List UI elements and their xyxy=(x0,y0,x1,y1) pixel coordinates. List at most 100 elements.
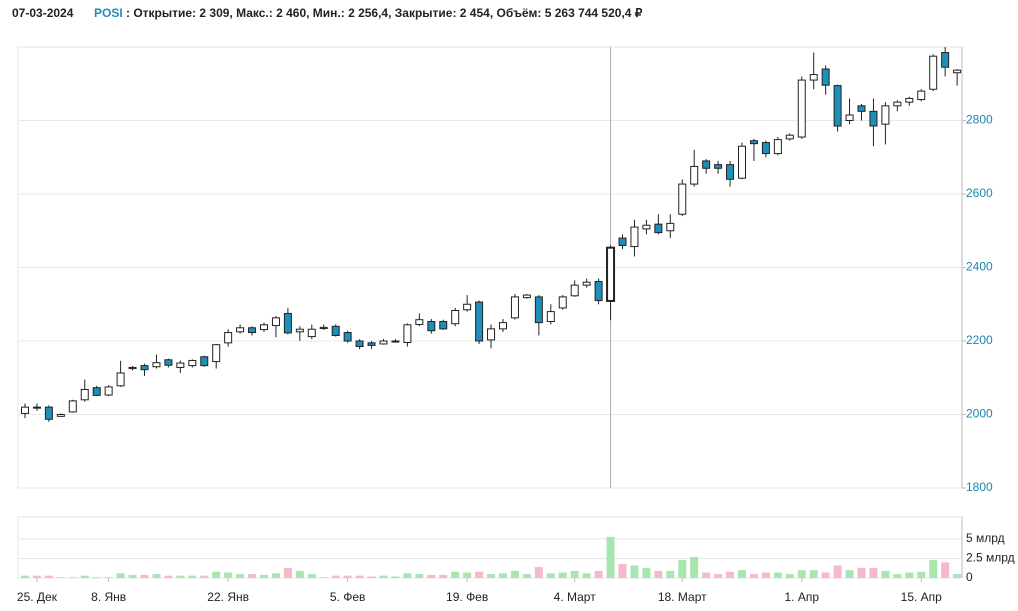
candle-body xyxy=(917,90,926,101)
volume-bar xyxy=(881,570,890,578)
volume-bar xyxy=(295,570,304,578)
volume-bar xyxy=(534,567,543,578)
volume-bar xyxy=(355,575,364,578)
x-tick-label: 5. Фев xyxy=(330,590,366,604)
volume-bar xyxy=(21,575,29,578)
volume-bar xyxy=(785,574,794,578)
x-tick-label: 22. Янв xyxy=(207,590,249,604)
volume-bar xyxy=(678,560,687,578)
y-tick-label: 1800 xyxy=(966,480,993,494)
volume-bar xyxy=(917,571,926,578)
volume-bar xyxy=(283,567,292,578)
candle-body xyxy=(726,164,735,180)
volume-bar xyxy=(522,574,531,578)
candle-body xyxy=(152,362,161,368)
date: 07-03-2024 xyxy=(12,6,74,20)
candle-body xyxy=(510,296,519,319)
volume-bar xyxy=(80,575,89,578)
volume-bar xyxy=(738,570,746,578)
candle-body xyxy=(283,312,292,334)
volume-bar xyxy=(463,572,472,578)
volume-bar xyxy=(773,572,782,578)
candle-body xyxy=(44,406,53,420)
volume-panel xyxy=(17,516,963,579)
candle-body xyxy=(224,332,233,344)
volume-bar xyxy=(68,577,77,578)
volume-bar xyxy=(809,570,818,578)
candle-body xyxy=(761,142,770,155)
volume-bar xyxy=(941,562,950,578)
volume-bar xyxy=(176,575,185,578)
candle-body xyxy=(499,322,507,330)
volume-tick-label: 2.5 млрд xyxy=(966,551,1015,565)
x-tick-label: 8. Янв xyxy=(91,590,126,604)
candle-body xyxy=(80,389,89,401)
candle-body xyxy=(92,387,101,396)
volume-bar xyxy=(104,577,113,578)
volume-bar xyxy=(702,572,711,578)
volume-bar xyxy=(140,574,149,578)
candle-body xyxy=(953,69,962,74)
candle-body xyxy=(319,326,328,330)
candle-body xyxy=(68,400,77,413)
x-tick-label: 15. Апр xyxy=(901,590,943,604)
ticker: POSI xyxy=(94,6,123,20)
volume-bar xyxy=(224,572,233,578)
volume-bar xyxy=(618,563,627,578)
candle-body xyxy=(32,406,41,409)
candle-body xyxy=(200,356,209,367)
candle-body xyxy=(666,222,675,232)
candle-body xyxy=(248,327,257,334)
volume-bar xyxy=(260,574,268,578)
x-tick-label: 18. Март xyxy=(658,590,707,604)
volume-bar xyxy=(331,575,340,578)
volume-bar xyxy=(236,574,245,578)
volume-bar xyxy=(248,574,257,578)
candle-body xyxy=(797,79,806,138)
volume-bar xyxy=(128,574,137,578)
candle-body xyxy=(821,68,830,86)
candle-body xyxy=(104,386,113,396)
volume-bar xyxy=(56,577,65,578)
candle-body xyxy=(128,366,137,370)
candle-body xyxy=(164,359,173,366)
candle-body xyxy=(427,321,436,332)
volume-bar xyxy=(905,572,914,578)
volume-tick-label: 5 млрд xyxy=(966,531,1005,545)
volume-bar xyxy=(271,573,280,578)
volume-bar xyxy=(833,565,842,578)
volume-bar xyxy=(797,570,806,578)
volume-bar xyxy=(726,571,735,578)
candle-body xyxy=(212,344,221,363)
volume-bar xyxy=(475,571,484,578)
volume-bar xyxy=(487,574,496,578)
candle-body xyxy=(570,284,579,297)
candle-body xyxy=(546,311,555,323)
volume-bar xyxy=(582,573,591,578)
y-tick-label: 2600 xyxy=(966,186,993,200)
volume-bar xyxy=(391,576,400,578)
volume-bar xyxy=(749,574,758,578)
candle-body xyxy=(582,281,591,286)
candle-body xyxy=(307,328,316,338)
volume-bar xyxy=(92,577,101,578)
volume-bar xyxy=(666,570,675,578)
candle-body xyxy=(881,105,890,125)
volume-bar xyxy=(427,574,436,578)
candle-body xyxy=(941,52,950,68)
volume-bar xyxy=(821,572,830,578)
x-tick-label: 1. Апр xyxy=(784,590,819,604)
volume-bar xyxy=(690,556,699,578)
candle-body xyxy=(140,365,149,371)
candle-body xyxy=(893,101,902,107)
candle-body xyxy=(642,224,651,230)
candle-body xyxy=(367,342,376,346)
volume-bar xyxy=(164,575,173,578)
volume-bar xyxy=(44,575,53,578)
volume-bar xyxy=(415,574,424,578)
candle-body xyxy=(475,301,484,342)
volume-bar xyxy=(451,571,460,578)
candle-body xyxy=(451,309,460,325)
